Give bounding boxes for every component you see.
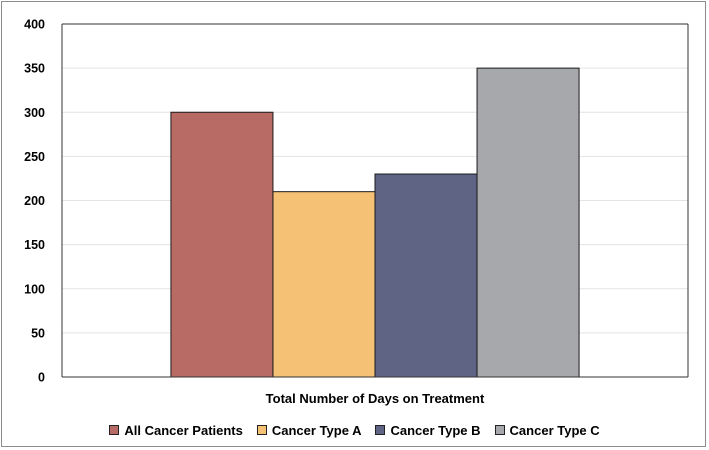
y-tick-label: 100 — [24, 282, 45, 296]
legend-swatch — [256, 425, 267, 435]
legend-swatch — [109, 425, 120, 435]
y-tick-label: 0 — [38, 371, 45, 385]
bar-cancer-type-a — [272, 191, 376, 378]
y-tick-label: 50 — [31, 326, 45, 340]
y-tick-label: 150 — [24, 238, 45, 252]
legend: All Cancer Patients Cancer Type A Cancer T… — [0, 418, 709, 442]
bars — [170, 67, 580, 378]
y-tick-label: 250 — [24, 150, 45, 164]
bar-cancer-type-c — [476, 67, 580, 378]
legend-item: All Cancer Patients — [109, 423, 243, 438]
legend-item: Cancer Type A — [256, 422, 362, 438]
y-tick-label: 200 — [24, 194, 45, 208]
bar-chart: 0 50 100 150 200 250 300 350 400 Total Number of… — [24, 18, 689, 406]
legend-swatch — [494, 425, 505, 435]
legend-item: Cancer Type C — [494, 422, 600, 438]
bar-all-cancer-patients — [170, 111, 274, 378]
y-tick-label: 350 — [24, 62, 45, 76]
y-axis-ticks: 0 50 100 150 200 250 300 350 400 — [24, 18, 45, 385]
legend-label: Cancer Type C — [509, 422, 600, 438]
legend-label: Cancer Type A — [271, 422, 362, 438]
grid-layer — [62, 23, 688, 334]
legend-swatch — [375, 425, 386, 435]
x-axis-title: Total Number of Days on Treatment — [266, 391, 485, 406]
legend-label: All Cancer Patients — [124, 422, 243, 438]
y-tick-label: 300 — [24, 106, 45, 120]
y-tick-label: 400 — [24, 18, 45, 32]
legend-label: Cancer Type B — [390, 422, 481, 438]
legend-item: Cancer Type B — [375, 422, 481, 438]
bar-cancer-type-b — [374, 173, 478, 378]
